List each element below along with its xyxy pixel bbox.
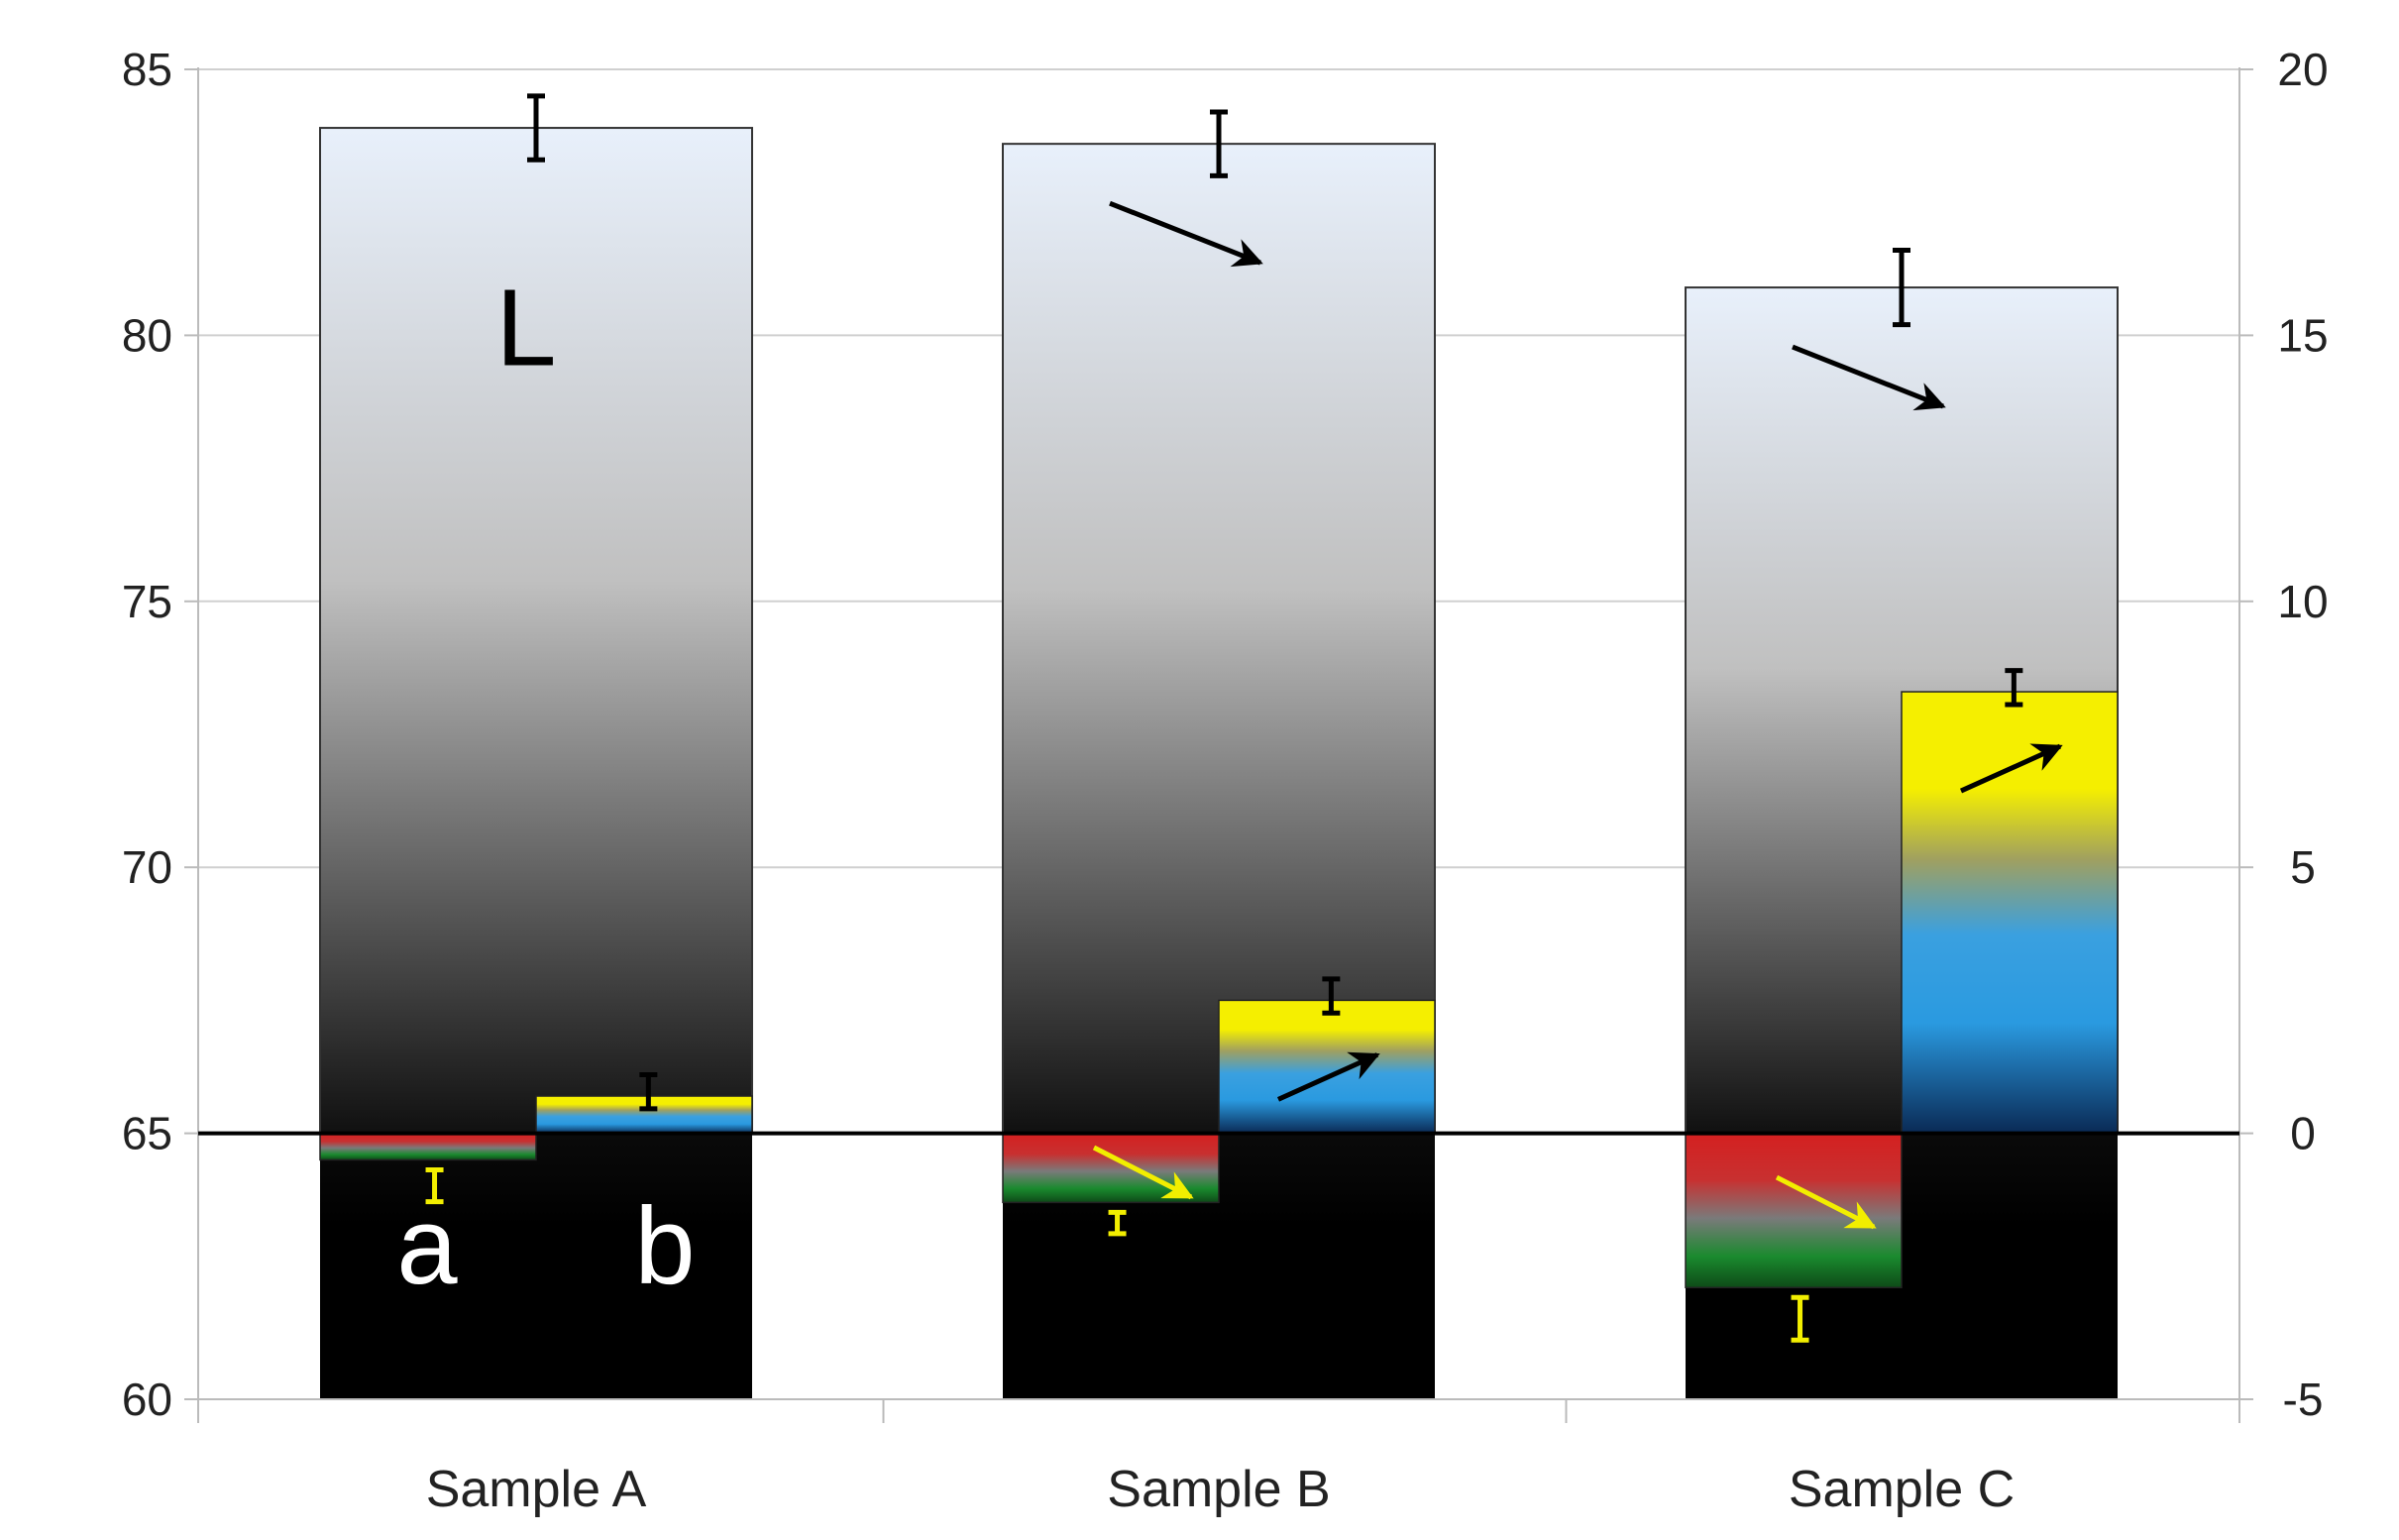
left-tick-label: 65 — [122, 1108, 172, 1159]
errorbar-L — [527, 93, 545, 163]
right-tick-label: 0 — [2290, 1108, 2316, 1159]
left-tick-label: 60 — [122, 1374, 172, 1425]
arrow-b-up — [1959, 743, 2063, 794]
category-label: Sample B — [1107, 1461, 1330, 1518]
arrow-b-up — [1276, 1051, 1380, 1102]
right-tick-label: 20 — [2277, 44, 2328, 95]
arrow-L-down — [1792, 344, 1946, 411]
bar-b — [1901, 691, 2119, 1135]
left-tick-label: 75 — [122, 576, 172, 627]
series-label-L: L — [495, 267, 556, 388]
errorbar-L — [1210, 109, 1228, 178]
bar-L — [1002, 143, 1436, 1135]
axes — [184, 67, 2253, 1423]
errorbar-b — [639, 1072, 658, 1112]
bar-b — [535, 1095, 753, 1135]
errorbar-a — [425, 1166, 444, 1205]
bar-L — [319, 127, 753, 1135]
bars — [319, 93, 2119, 1399]
right-tick-label: -5 — [2283, 1374, 2324, 1425]
errorbar-a — [1791, 1294, 1809, 1343]
left-tick-label: 70 — [122, 841, 172, 893]
arrow-a-down — [1092, 1145, 1194, 1200]
labels: 60 65 70 75 80 85 -5 0 5 10 15 20 Sample A Sample B Sa… — [122, 44, 2329, 1518]
right-tick-label: 10 — [2277, 576, 2328, 627]
left-tick-label: 85 — [122, 44, 172, 95]
errorbar-b — [2005, 668, 2023, 708]
arrow-L-down — [1109, 200, 1263, 268]
bar-a — [319, 1132, 537, 1161]
right-tick-label: 15 — [2277, 309, 2328, 361]
category-label: Sample C — [1789, 1461, 2015, 1518]
bar-b — [1218, 999, 1436, 1135]
category-label: Sample A — [426, 1461, 647, 1518]
left-tick-label: 80 — [122, 309, 172, 361]
series-label-a: a — [396, 1185, 458, 1307]
bar-L-base — [320, 1133, 752, 1399]
errorbar-b — [1322, 976, 1341, 1016]
series-label-b: b — [634, 1185, 695, 1307]
bar-a — [1685, 1132, 1903, 1289]
right-tick-label: 5 — [2290, 841, 2316, 893]
errorbar-a — [1108, 1209, 1127, 1237]
arrow-a-down — [1775, 1174, 1877, 1230]
errorbar-L — [1893, 248, 1910, 328]
